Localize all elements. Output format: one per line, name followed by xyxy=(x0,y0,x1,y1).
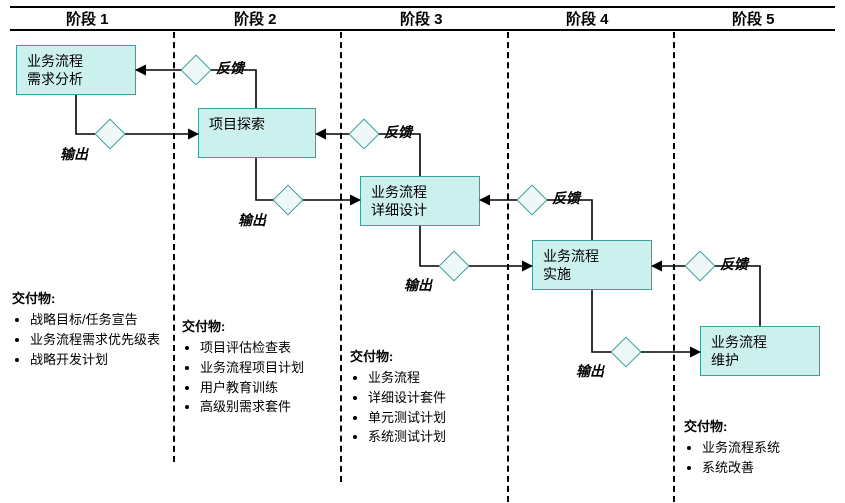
deliverable-item: 战略开发计划 xyxy=(30,351,167,370)
deliverables-block-2: 交付物: 项目评估检查表业务流程项目计划用户教育训练高级别需求套件 xyxy=(182,318,337,418)
box-line1: 项目探索 xyxy=(209,115,305,133)
deliverable-item: 详细设计套件 xyxy=(368,389,505,408)
box-line1: 业务流程 xyxy=(711,333,809,351)
process-box-b4: 业务流程实施 xyxy=(532,240,652,290)
decision-diamond-d45 xyxy=(610,336,641,367)
process-box-b1: 业务流程需求分析 xyxy=(16,45,136,95)
box-line2: 详细设计 xyxy=(371,201,469,219)
edge-label-6: 输出 xyxy=(576,361,604,381)
phase-header-5: 阶段 5 xyxy=(732,8,775,29)
edge-label-3: 反馈 xyxy=(384,122,412,142)
deliverables-block-1: 交付物: 战略目标/任务宣告业务流程需求优先级表战略开发计划 xyxy=(12,290,167,370)
connector-0 xyxy=(76,95,95,134)
edge-label-7: 反馈 xyxy=(720,254,748,274)
decision-diamond-d34 xyxy=(438,250,469,281)
decision-diamond-d32 xyxy=(348,118,379,149)
box-line2: 维护 xyxy=(711,351,809,369)
deliverable-item: 系统改善 xyxy=(702,459,839,478)
deliverable-item: 系统测试计划 xyxy=(368,428,505,447)
phase-separator-1 xyxy=(173,32,175,462)
deliverable-item: 业务流程 xyxy=(368,369,505,388)
decision-diamond-d54 xyxy=(684,250,715,281)
edge-label-0: 输出 xyxy=(60,144,88,164)
deliverables-title: 交付物: xyxy=(350,348,505,367)
phase-header-1: 阶段 1 xyxy=(66,8,109,29)
deliverables-list: 战略目标/任务宣告业务流程需求优先级表战略开发计划 xyxy=(12,311,167,370)
box-line1: 业务流程 xyxy=(27,52,125,70)
deliverable-item: 项目评估检查表 xyxy=(200,339,337,358)
connector-12 xyxy=(592,290,611,352)
decision-diamond-d12 xyxy=(94,118,125,149)
edge-label-5: 反馈 xyxy=(552,188,580,208)
deliverables-title: 交付物: xyxy=(12,290,167,309)
process-box-b2: 项目探索 xyxy=(198,108,316,158)
phase-separator-2 xyxy=(340,32,342,482)
decision-diamond-d43 xyxy=(516,184,547,215)
deliverables-title: 交付物: xyxy=(684,418,839,437)
box-line1: 业务流程 xyxy=(371,183,469,201)
phase-header-2: 阶段 2 xyxy=(234,8,277,29)
deliverable-item: 业务流程需求优先级表 xyxy=(30,331,167,350)
connector-4 xyxy=(256,158,273,200)
deliverables-block-3: 交付物: 业务流程详细设计套件单元测试计划系统测试计划 xyxy=(350,348,505,448)
header-line xyxy=(10,29,835,31)
box-line2: 实施 xyxy=(543,265,641,283)
deliverables-list: 业务流程系统系统改善 xyxy=(684,439,839,478)
deliverable-item: 战略目标/任务宣告 xyxy=(30,311,167,330)
connector-15 xyxy=(715,266,760,326)
box-line1: 业务流程 xyxy=(543,247,641,265)
box-line2: 需求分析 xyxy=(27,70,125,88)
deliverable-item: 业务流程系统 xyxy=(702,439,839,458)
edge-label-4: 输出 xyxy=(404,275,432,295)
deliverables-title: 交付物: xyxy=(182,318,337,337)
deliverable-item: 单元测试计划 xyxy=(368,409,505,428)
deliverables-block-4: 交付物: 业务流程系统系统改善 xyxy=(684,418,839,479)
deliverable-item: 用户教育训练 xyxy=(200,379,337,398)
edge-label-2: 输出 xyxy=(238,210,266,230)
phase-header-4: 阶段 4 xyxy=(566,8,609,29)
decision-diamond-d21 xyxy=(180,54,211,85)
connector-8 xyxy=(420,226,439,266)
phase-separator-4 xyxy=(673,32,675,502)
deliverable-item: 业务流程项目计划 xyxy=(200,359,337,378)
decision-diamond-d23 xyxy=(272,184,303,215)
phase-header-3: 阶段 3 xyxy=(400,8,443,29)
process-box-b3: 业务流程详细设计 xyxy=(360,176,480,226)
phase-separator-3 xyxy=(507,32,509,502)
deliverable-item: 高级别需求套件 xyxy=(200,398,337,417)
edge-label-1: 反馈 xyxy=(216,58,244,78)
deliverables-list: 业务流程详细设计套件单元测试计划系统测试计划 xyxy=(350,369,505,447)
deliverables-list: 项目评估检查表业务流程项目计划用户教育训练高级别需求套件 xyxy=(182,339,337,417)
process-box-b5: 业务流程维护 xyxy=(700,326,820,376)
